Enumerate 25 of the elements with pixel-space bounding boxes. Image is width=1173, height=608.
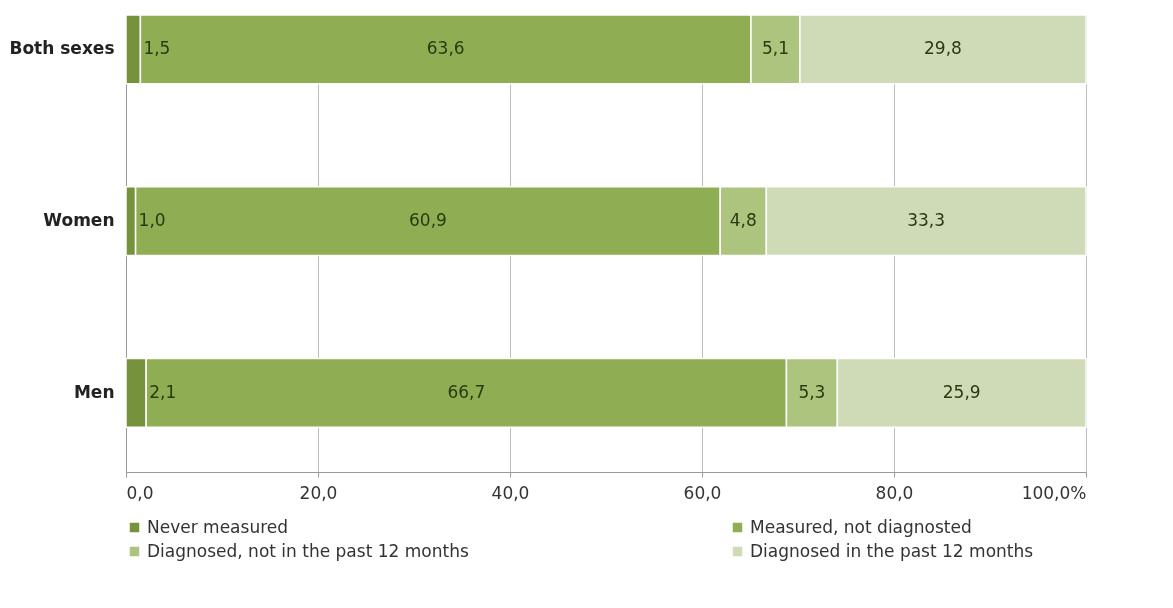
- x-tick-label: 60,0: [683, 482, 722, 503]
- data-label: 1,5: [143, 38, 171, 59]
- y-tick-label: Both sexes: [9, 38, 115, 59]
- y-tick-label: Men: [73, 381, 115, 402]
- legend-label: Diagnosed in the past 12 months: [750, 540, 1034, 561]
- legend-label: Never measured: [147, 516, 289, 537]
- data-label: 5,3: [798, 381, 826, 402]
- data-label: 4,8: [729, 210, 757, 231]
- data-label: 63,6: [426, 38, 465, 59]
- x-tick-label: 80,0: [875, 482, 914, 503]
- x-tick-label: 20,0: [299, 482, 338, 503]
- data-label: 2,1: [149, 381, 177, 402]
- legend-label: Diagnosed, not in the past 12 months: [147, 540, 469, 561]
- data-label: 60,9: [408, 210, 447, 231]
- data-label: 1,0: [138, 210, 166, 231]
- data-label: 66,7: [447, 381, 486, 402]
- x-tick-label: 100,0%: [1021, 482, 1087, 503]
- data-label: 29,8: [924, 38, 962, 59]
- legend-label: Measured, not diagnosted: [750, 516, 972, 537]
- data-label: 5,1: [761, 38, 789, 59]
- data-label: 25,9: [942, 381, 981, 402]
- data-label: 33,3: [907, 210, 946, 231]
- y-tick-label: Women: [43, 210, 115, 231]
- x-tick-label: 0,0: [126, 482, 154, 503]
- x-tick-label: 40,0: [491, 482, 530, 503]
